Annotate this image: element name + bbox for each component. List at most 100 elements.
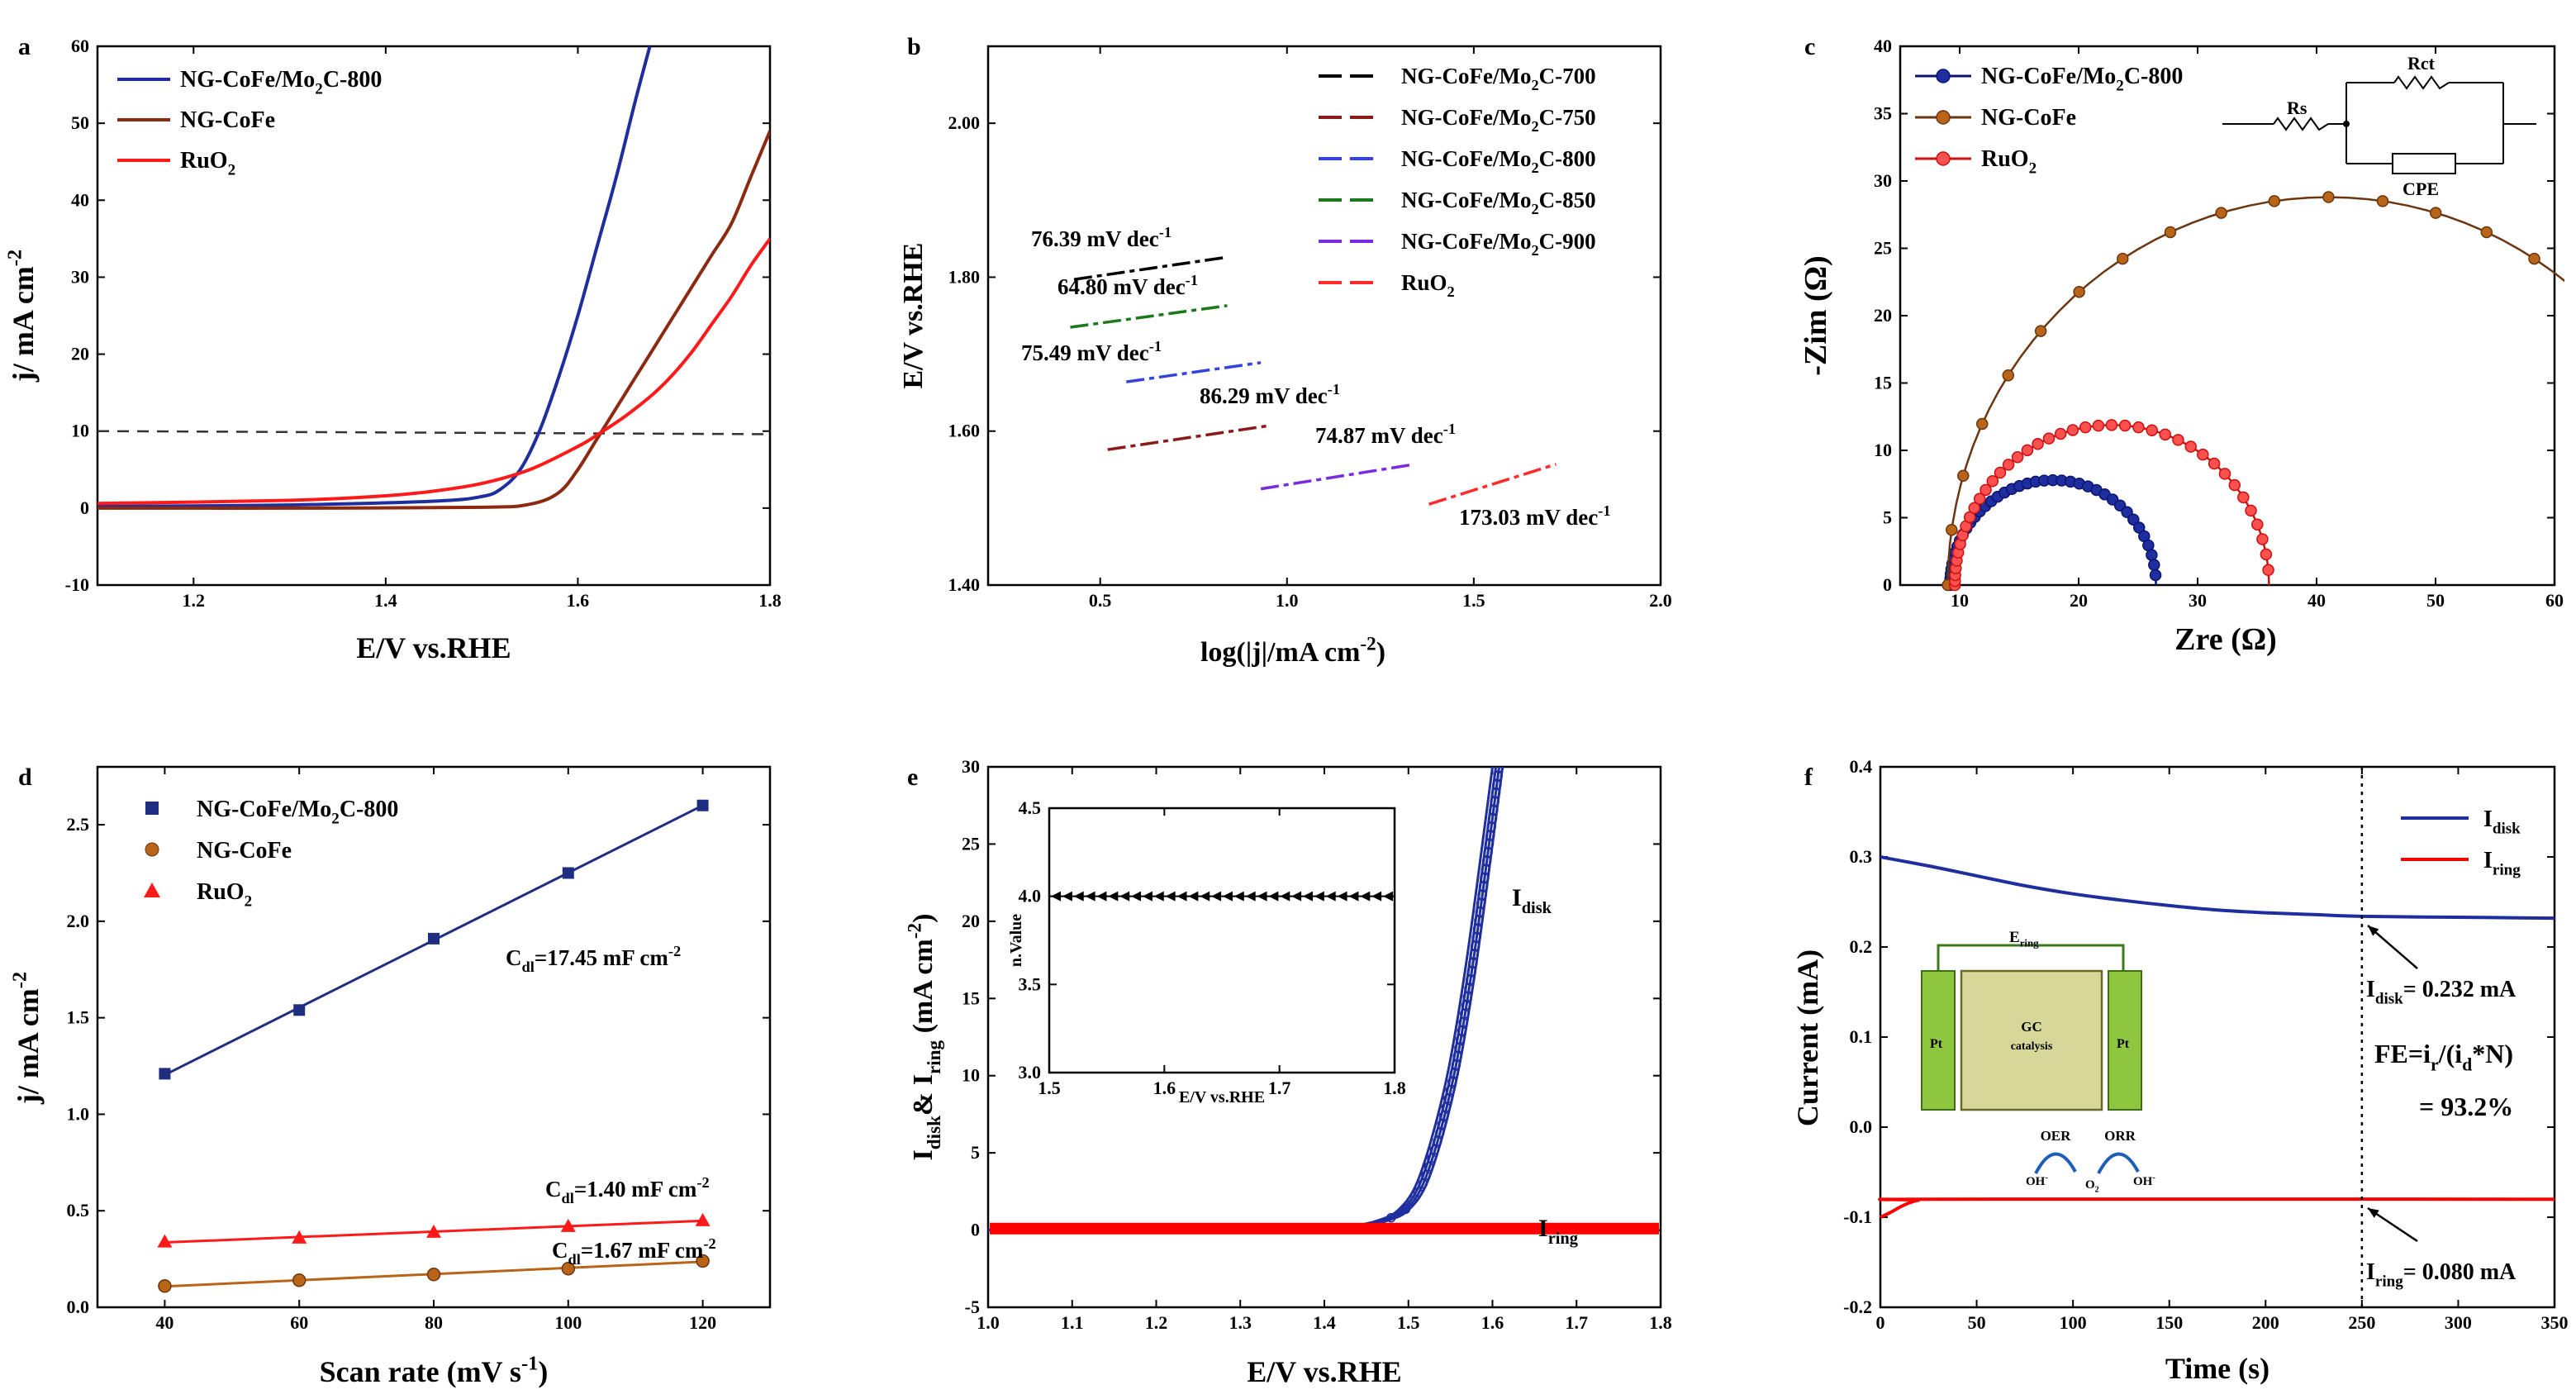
nyquist-point xyxy=(2218,468,2231,480)
legend-label: RuO2 xyxy=(180,148,235,178)
y-tick-label: 30 xyxy=(1874,170,1892,191)
y-tick-label: 4.0 xyxy=(1019,886,1042,906)
disk-point xyxy=(1445,1085,1455,1096)
y-tick-label: 1.80 xyxy=(948,266,981,287)
x-tick-label: 1.8 xyxy=(758,590,782,611)
panel-letter-e: e xyxy=(907,764,918,791)
fit-line-0 xyxy=(1073,255,1228,281)
x-tick-label: 50 xyxy=(1968,1312,1986,1333)
cdl-label-part: C xyxy=(545,1177,562,1202)
x-tick-label: 250 xyxy=(2348,1312,2375,1333)
slope-label-part: -1 xyxy=(1443,421,1456,437)
nyquist-point xyxy=(2148,559,2160,571)
inset-point xyxy=(1188,891,1199,902)
x-tick-label: 1.6 xyxy=(1153,1078,1176,1098)
ering-label-part: E xyxy=(2009,929,2020,946)
series-line-2 xyxy=(97,237,770,506)
legend-label: NG-CoFe/Mo2C-750 xyxy=(1401,105,1596,135)
x-tick-label: 60 xyxy=(290,1312,308,1333)
x-axis-label: E/V vs.RHE xyxy=(1247,1355,1401,1388)
y-tick-label: 1.60 xyxy=(948,421,981,441)
legend-label-part: NG-CoFe/Mo xyxy=(1401,188,1531,212)
inset-point xyxy=(1131,891,1142,902)
disk-point xyxy=(1423,1162,1434,1172)
cdl-label-part: dl xyxy=(522,959,535,975)
data-point xyxy=(293,1004,306,1016)
data-point xyxy=(292,1273,307,1287)
legend-label-part: ring xyxy=(2493,861,2521,878)
inset-point xyxy=(1257,891,1267,902)
equivalent-circuit: Rs Rct CPE xyxy=(2222,53,2536,199)
legend-label: NG-CoFe/Mo2C-900 xyxy=(1401,229,1596,259)
x-tick-label: 1.4 xyxy=(374,590,397,611)
y-axis-label: -Zim (Ω) xyxy=(1799,255,1833,375)
slope-label-part: 173.03 mV dec xyxy=(1459,505,1598,530)
inset-point xyxy=(1302,891,1313,902)
fe-formula-part: d xyxy=(2462,1055,2472,1075)
inset-point xyxy=(1325,891,1336,902)
label-idisk: Idisk xyxy=(1512,884,1552,917)
panel-letter-d-part: d xyxy=(18,764,32,791)
legend-marker xyxy=(145,842,159,857)
pt-electrode-right xyxy=(2108,970,2142,1111)
fe-formula-part: /(i xyxy=(2438,1039,2463,1068)
x-tick-label: 60 xyxy=(2545,590,2564,611)
y-axis-label-part: -2 xyxy=(9,972,31,988)
panel-b-axes: 0.5 1.0 1.5 2.0 1.40 1.60 1.80 2.00 76.39 mV dec… xyxy=(948,45,1672,611)
disk-point xyxy=(1427,1153,1437,1163)
fit-line-5 xyxy=(1428,463,1557,506)
oh-label-left-part: OH xyxy=(2026,1175,2046,1188)
cdl-label-part: -2 xyxy=(703,1235,715,1252)
nyquist-point xyxy=(2066,424,2079,436)
inset-point xyxy=(1165,891,1176,902)
disk-point xyxy=(1413,1187,1423,1197)
disk-point xyxy=(1400,1204,1411,1215)
panel-d-axes: 40 60 80 100 120 0.0 0.5 1.0 1.5 2.0 2.5 NG-CoFe/Mo… xyxy=(67,765,772,1333)
y-tick-label: 25 xyxy=(962,833,980,854)
cdl-label-part: =1.40 mF cm xyxy=(574,1177,697,1202)
inset-y-label: n.Value xyxy=(1007,914,1025,967)
nyquist-point xyxy=(1946,523,1958,536)
x-tick-label: 1.6 xyxy=(567,590,590,611)
legend-label-part: C-800 xyxy=(1539,146,1596,171)
ring-value-label-part: ring xyxy=(2375,1273,2403,1290)
circuit-label-rs: Rs xyxy=(2287,98,2307,118)
legend-label: NG-CoFe/Mo2C-850 xyxy=(1401,188,1596,217)
x-tick-label: 0 xyxy=(1876,1312,1885,1333)
nyquist-point xyxy=(2034,325,2047,337)
fe-formula-part: *N) xyxy=(2472,1039,2513,1068)
nyquist-point xyxy=(2146,549,2158,561)
x-tick-label: 100 xyxy=(554,1312,582,1333)
legend-label: NG-CoFe/Mo2C-700 xyxy=(1401,64,1596,93)
circuit-label-cpe: CPE xyxy=(2403,178,2439,199)
y-tick-label: 20 xyxy=(962,911,980,931)
slope-label: 64.80 mV dec-1 xyxy=(1057,272,1198,299)
y-axis-label-part: & I xyxy=(908,1074,939,1116)
nyquist-point xyxy=(2208,457,2221,470)
nyquist-point xyxy=(2032,438,2044,450)
x-tick-label: 1.1 xyxy=(1061,1312,1084,1333)
x-tick-label: 1.8 xyxy=(1649,1312,1672,1333)
inset-point xyxy=(1096,891,1107,902)
legend-marker xyxy=(1936,151,1951,166)
nyquist-point xyxy=(2118,419,2132,432)
y-tick-label: 3.0 xyxy=(1019,1062,1042,1083)
y-tick-label: 40 xyxy=(1874,36,1892,56)
x-tick-label: 1.7 xyxy=(1566,1312,1589,1333)
inset-point xyxy=(1062,891,1072,902)
x-tick-label: 1.8 xyxy=(1383,1078,1406,1098)
y-axis-label-part: j/ mA cm xyxy=(7,266,40,383)
y-tick-label: -10 xyxy=(65,574,89,595)
legend-label-part: RuO xyxy=(1401,270,1447,295)
panel-letter-e-part: e xyxy=(907,764,918,791)
legend-label-part: NG-CoFe xyxy=(180,107,275,133)
fe-formula: FE=ir/(id*N) xyxy=(2374,1039,2513,1075)
y-tick-label: 40 xyxy=(71,189,89,210)
panel-letter-f-part: f xyxy=(1804,764,1813,791)
nyquist-point xyxy=(2002,369,2015,382)
legend-marker xyxy=(1936,69,1951,83)
resistor-rct xyxy=(2393,75,2450,90)
gc-disk xyxy=(1960,969,2103,1111)
nyquist-point xyxy=(2172,434,2184,446)
